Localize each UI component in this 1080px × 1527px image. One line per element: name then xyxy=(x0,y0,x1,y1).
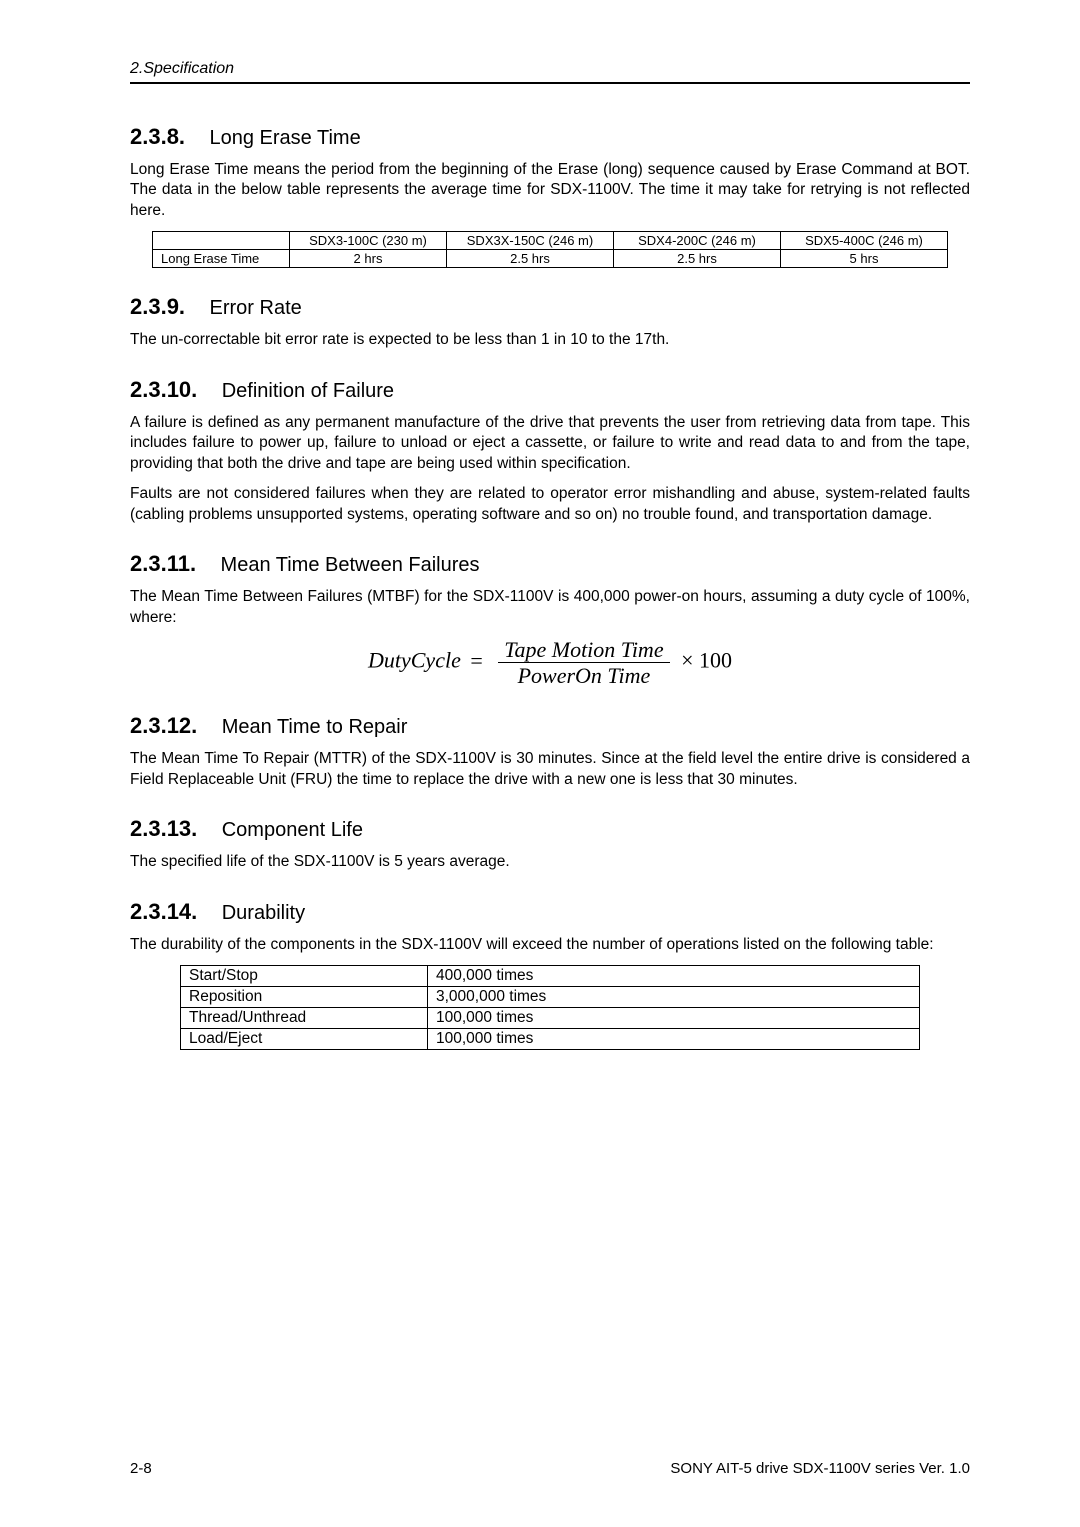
table-cell: Reposition xyxy=(181,986,428,1007)
table-row: Start/Stop 400,000 times xyxy=(181,965,920,986)
table-row: Reposition 3,000,000 times xyxy=(181,986,920,1007)
section-2312-title: 2.3.12. Mean Time to Repair xyxy=(130,713,970,739)
section-text: Mean Time to Repair xyxy=(222,716,408,738)
table-header: SDX5-400C (246 m) xyxy=(781,232,948,250)
table-cell: Start/Stop xyxy=(181,965,428,986)
table-cell: Thread/Unthread xyxy=(181,1007,428,1028)
sec-2314-para: The durability of the components in the … xyxy=(130,935,970,955)
table-cell: 3,000,000 times xyxy=(428,986,920,1007)
footer-page-number: 2-8 xyxy=(130,1460,152,1477)
section-num: 2.3.14. xyxy=(130,899,197,924)
table-cell: 2.5 hrs xyxy=(447,250,614,268)
section-text: Definition of Failure xyxy=(222,380,394,402)
section-text: Error Rate xyxy=(210,297,302,319)
formula-tail: × 100 xyxy=(681,648,732,673)
section-text: Long Erase Time xyxy=(210,127,361,149)
sec-2313-para: The specified life of the SDX-1100V is 5… xyxy=(130,852,970,872)
formula-eq: = xyxy=(470,648,482,673)
table-header xyxy=(153,232,290,250)
running-header: 2.Specification xyxy=(130,60,970,84)
sec-238-para: Long Erase Time means the period from th… xyxy=(130,160,970,221)
section-238-title: 2.3.8. Long Erase Time xyxy=(130,124,970,150)
sec-2312-para: The Mean Time To Repair (MTTR) of the SD… xyxy=(130,749,970,790)
table-header: SDX3X-150C (246 m) xyxy=(447,232,614,250)
sec-2310-p1: A failure is defined as any permanent ma… xyxy=(130,413,970,474)
formula-numerator: Tape Motion Time xyxy=(498,638,669,663)
section-num: 2.3.11. xyxy=(130,551,196,576)
table-header: SDX3-100C (230 m) xyxy=(290,232,447,250)
table-cell: 2 hrs xyxy=(290,250,447,268)
durability-table: Start/Stop 400,000 times Reposition 3,00… xyxy=(180,965,920,1050)
section-num: 2.3.12. xyxy=(130,713,197,738)
section-2314-title: 2.3.14. Durability xyxy=(130,899,970,925)
table-cell: 100,000 times xyxy=(428,1028,920,1049)
table-cell: Long Erase Time xyxy=(153,250,290,268)
sec-2310-p2: Faults are not considered failures when … xyxy=(130,484,970,525)
table-cell: Load/Eject xyxy=(181,1028,428,1049)
section-text: Mean Time Between Failures xyxy=(221,554,480,576)
sec-239-para: The un-correctable bit error rate is exp… xyxy=(130,330,970,350)
table-row: Long Erase Time 2 hrs 2.5 hrs 2.5 hrs 5 … xyxy=(153,250,948,268)
page-footer: 2-8 SONY AIT-5 drive SDX-1100V series Ve… xyxy=(130,1460,970,1477)
formula-denominator: PowerOn Time xyxy=(498,663,669,687)
section-num: 2.3.10. xyxy=(130,377,197,402)
footer-doc-title: SONY AIT-5 drive SDX-1100V series Ver. 1… xyxy=(670,1460,970,1477)
table-row: Thread/Unthread 100,000 times xyxy=(181,1007,920,1028)
section-239-title: 2.3.9. Error Rate xyxy=(130,294,970,320)
section-num: 2.3.9. xyxy=(130,294,185,319)
erase-time-table: SDX3-100C (230 m) SDX3X-150C (246 m) SDX… xyxy=(152,231,948,268)
table-cell: 2.5 hrs xyxy=(614,250,781,268)
section-text: Durability xyxy=(222,902,305,924)
section-2310-title: 2.3.10. Definition of Failure xyxy=(130,377,970,403)
formula-lhs: DutyCycle xyxy=(368,648,461,673)
table-row: SDX3-100C (230 m) SDX3X-150C (246 m) SDX… xyxy=(153,232,948,250)
section-text: Component Life xyxy=(222,819,363,841)
duty-cycle-formula: DutyCycle = Tape Motion Time PowerOn Tim… xyxy=(130,638,970,687)
table-cell: 100,000 times xyxy=(428,1007,920,1028)
table-row: Load/Eject 100,000 times xyxy=(181,1028,920,1049)
section-2311-title: 2.3.11. Mean Time Between Failures xyxy=(130,551,970,577)
formula-fraction: Tape Motion Time PowerOn Time xyxy=(498,638,669,687)
table-cell: 400,000 times xyxy=(428,965,920,986)
section-num: 2.3.13. xyxy=(130,816,197,841)
table-cell: 5 hrs xyxy=(781,250,948,268)
section-2313-title: 2.3.13. Component Life xyxy=(130,816,970,842)
table-header: SDX4-200C (246 m) xyxy=(614,232,781,250)
section-num: 2.3.8. xyxy=(130,124,185,149)
sec-2311-para: The Mean Time Between Failures (MTBF) fo… xyxy=(130,587,970,628)
